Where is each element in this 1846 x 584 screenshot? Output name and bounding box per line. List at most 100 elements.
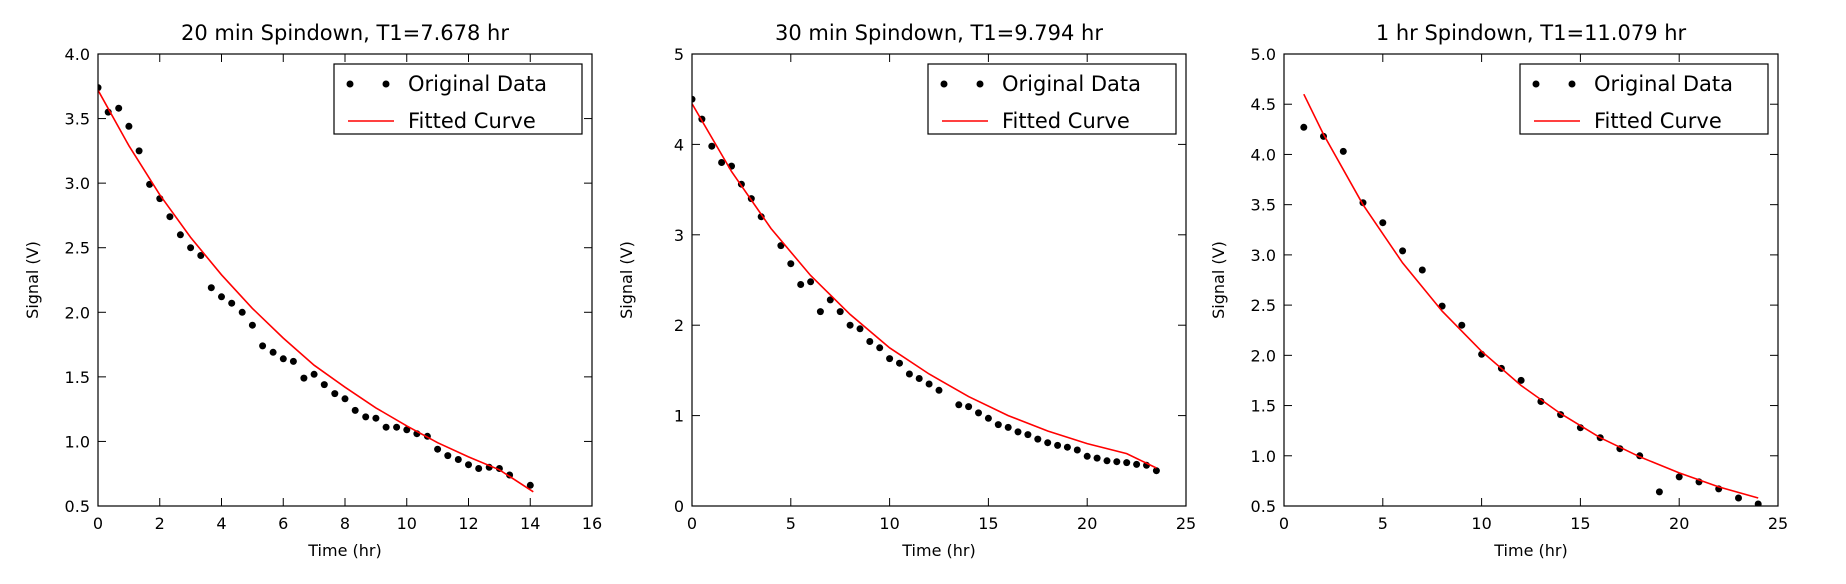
data-point: [1024, 431, 1032, 439]
data-point: [135, 147, 143, 155]
data-point: [269, 348, 277, 356]
data-point: [876, 344, 884, 352]
legend-box: [333, 63, 583, 135]
data-point: [362, 413, 370, 421]
data-point: [218, 293, 225, 301]
data-point: [465, 461, 472, 469]
data-point: [1754, 500, 1762, 506]
y-tick-label: 1: [674, 407, 684, 426]
y-tick-label: 1.5: [65, 368, 90, 387]
data-point: [896, 359, 903, 367]
data-point: [797, 281, 805, 288]
data-point: [228, 299, 236, 307]
data-point: [708, 142, 716, 150]
chart-title: 30 min Spindown, T1=9.794 hr: [775, 21, 1103, 45]
data-point: [444, 452, 452, 460]
legend-point-swatch: [1568, 80, 1576, 88]
chart-title: 20 min Spindown, T1=7.678 hr: [181, 21, 509, 45]
data-point: [816, 308, 824, 316]
data-point: [692, 95, 696, 103]
data-point: [846, 321, 854, 329]
data-point: [984, 414, 992, 422]
data-point: [1083, 452, 1091, 460]
data-point: [1418, 266, 1426, 274]
plot-area: [1300, 93, 1762, 506]
plot-frame: [97, 53, 593, 507]
legend-label: Original Data: [1002, 72, 1141, 96]
data-point: [454, 456, 462, 463]
chart-title: 1 hr Spindown, T1=11.079 hr: [1376, 21, 1687, 45]
x-tick-label: 4: [216, 514, 226, 533]
x-tick-label: 15: [978, 514, 998, 533]
legend-point-swatch: [1532, 80, 1540, 88]
data-point: [1517, 376, 1525, 384]
plot-area: [98, 84, 534, 493]
y-tick-label: 5.0: [1251, 45, 1276, 64]
data-point: [526, 481, 534, 489]
data-point: [372, 414, 380, 422]
y-tick-label: 2.5: [1251, 296, 1276, 315]
data-point: [351, 406, 359, 414]
x-tick-label: 16: [582, 514, 602, 533]
data-point: [320, 381, 328, 389]
data-point: [1103, 457, 1111, 465]
y-tick-label: 1.0: [1251, 447, 1276, 466]
data-point: [403, 426, 411, 434]
y-tick-label: 3: [674, 226, 684, 245]
data-point: [1300, 123, 1308, 131]
y-tick-label: 4.0: [1251, 145, 1276, 164]
data-point: [905, 370, 913, 378]
y-tick-label: 0: [674, 497, 684, 516]
legend: Original Data Fitted Curve: [1519, 63, 1769, 135]
y-tick-label: 4: [674, 135, 684, 154]
plot-frame: [691, 53, 1187, 507]
chart-panel-2: 30 min Spindown, T1=9.794 hr Time (hr) Sig…: [617, 21, 1196, 560]
data-point: [886, 355, 894, 363]
data-point: [856, 325, 864, 333]
x-tick-label: 15: [1570, 514, 1590, 533]
data-point: [1113, 458, 1121, 466]
data-point: [866, 338, 874, 345]
data-point: [187, 244, 195, 252]
data-point: [965, 403, 973, 411]
data-point: [955, 401, 963, 409]
data-point: [125, 122, 133, 130]
data-point: [238, 308, 246, 316]
x-tick-label: 14: [520, 514, 540, 533]
x-tick-label: 5: [786, 514, 796, 533]
x-tick-label: 10: [1471, 514, 1491, 533]
y-tick-label: 3.5: [65, 110, 90, 129]
data-point: [836, 308, 844, 316]
legend: Original Data Fitted Curve: [927, 63, 1177, 135]
legend-label: Original Data: [408, 72, 547, 96]
fitted-curve-line: [98, 89, 534, 493]
data-point: [935, 386, 943, 394]
legend-label: Fitted Curve: [408, 109, 536, 133]
y-tick-label: 2: [674, 316, 684, 335]
data-point: [925, 380, 933, 388]
data-point: [975, 409, 982, 417]
legend-label: Fitted Curve: [1002, 109, 1130, 133]
data-point: [393, 423, 401, 431]
data-point: [115, 104, 123, 112]
data-point: [1675, 473, 1683, 481]
data-point: [787, 260, 795, 268]
data-point: [1735, 494, 1742, 502]
data-point: [826, 296, 834, 304]
data-point: [197, 252, 205, 259]
x-tick-label: 2: [155, 514, 165, 533]
legend-label: Original Data: [1594, 72, 1733, 96]
x-tick-label: 0: [687, 514, 697, 533]
data-point: [1379, 219, 1387, 227]
data-point: [807, 278, 815, 286]
data-point: [757, 213, 765, 221]
data-point: [1458, 321, 1466, 329]
data-point: [1093, 454, 1101, 462]
data-point: [331, 390, 339, 398]
x-tick-label: 8: [340, 514, 350, 533]
data-point: [248, 321, 256, 329]
legend-box: [1519, 63, 1769, 135]
data-point: [994, 421, 1002, 429]
legend-point-swatch: [976, 80, 984, 88]
